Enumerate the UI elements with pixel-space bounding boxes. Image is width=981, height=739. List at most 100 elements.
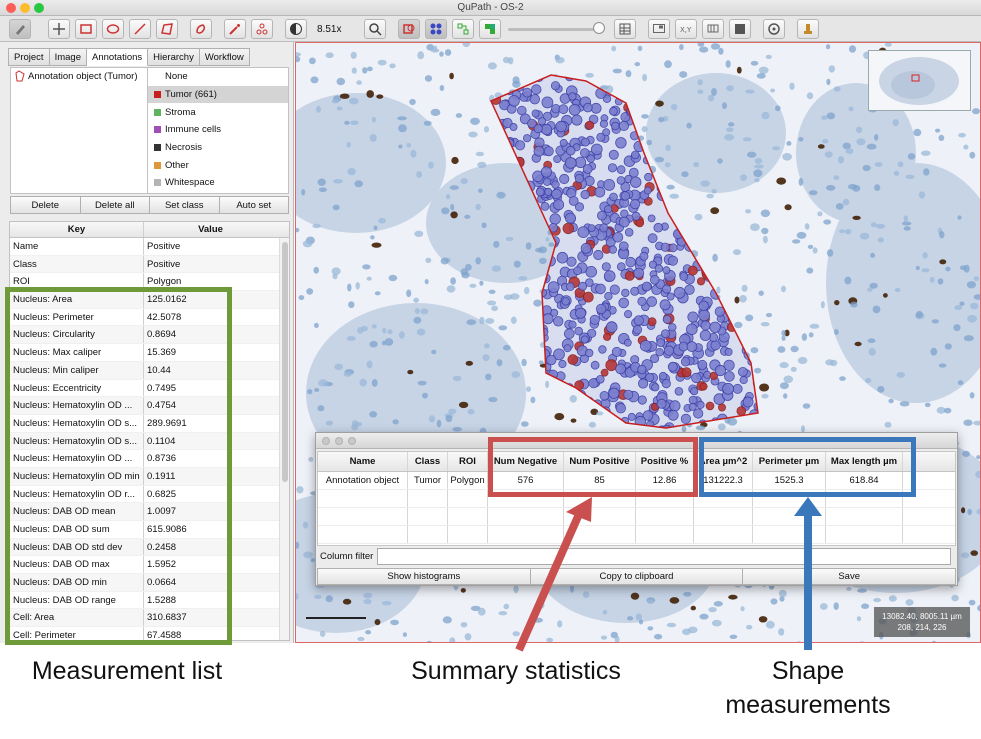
- table-row[interactable]: Cell: Perimeter 67.4588: [10, 627, 289, 640]
- set-class-button[interactable]: Set class: [150, 196, 220, 214]
- wand-icon: [229, 24, 240, 35]
- polygon-tool-button[interactable]: [156, 19, 178, 39]
- summary-column-header[interactable]: Perimeter µm: [753, 452, 826, 471]
- tab-image[interactable]: Image: [49, 48, 87, 66]
- pan-icon: [53, 23, 65, 35]
- summary-column-header[interactable]: Num Positive: [564, 452, 636, 471]
- measurement-key: Nucleus: Hematoxylin OD r...: [10, 485, 144, 503]
- zoom-window-button[interactable]: [34, 3, 44, 13]
- overview-button[interactable]: [648, 19, 670, 39]
- summary-column-header[interactable]: Name: [318, 452, 408, 471]
- overview-thumbnail[interactable]: [868, 50, 971, 111]
- table-row[interactable]: Nucleus: Circularity 0.8694: [10, 326, 289, 345]
- summary-zoom-button[interactable]: [348, 437, 356, 445]
- shape-measurements-highlight: [699, 437, 916, 497]
- polygon-annotation-icon: [15, 70, 25, 82]
- summary-column-header[interactable]: Max length µm: [826, 452, 903, 471]
- delete-all-button[interactable]: Delete all: [80, 196, 150, 214]
- measurement-key: Nucleus: Hematoxylin OD s...: [10, 432, 144, 450]
- grid-icon: [707, 24, 719, 33]
- table-row[interactable]: Cell: Area 310.6837: [10, 609, 289, 628]
- summary-column-header[interactable]: Num Negative: [488, 452, 564, 471]
- table-row[interactable]: Nucleus: Hematoxylin OD r... 0.6825: [10, 485, 289, 504]
- table-row[interactable]: Nucleus: Hematoxylin OD s... 289.9691: [10, 414, 289, 433]
- class-item-other[interactable]: Other: [148, 156, 288, 174]
- measurement-value: 15.369: [147, 347, 177, 359]
- table-row[interactable]: Nucleus: Hematoxylin OD ... 0.8736: [10, 450, 289, 468]
- minimize-window-button[interactable]: [20, 3, 30, 13]
- copy-to-clipboard-button[interactable]: Copy to clipboard: [530, 568, 744, 585]
- key-column-header[interactable]: Key: [10, 222, 144, 237]
- table-row[interactable]: Nucleus: Max caliper 15.369: [10, 344, 289, 362]
- points-tool-button[interactable]: [251, 19, 273, 39]
- wand-tool-button[interactable]: [224, 19, 246, 39]
- column-filter-input[interactable]: [377, 548, 952, 565]
- class-item-stroma[interactable]: Stroma: [148, 103, 288, 121]
- pan-button[interactable]: [48, 19, 70, 39]
- left-panel-tabs: Project Image Annotations Hierarchy Work…: [8, 48, 250, 66]
- table-row[interactable]: Nucleus: Hematoxylin OD min 0.1911: [10, 467, 289, 486]
- class-item-necrosis[interactable]: Necrosis: [148, 139, 288, 157]
- rectangle-tool-button[interactable]: [75, 19, 97, 39]
- table-row[interactable]: Name Positive: [10, 238, 289, 256]
- tab-workflow[interactable]: Workflow: [199, 48, 250, 66]
- brush-tool-button[interactable]: [190, 19, 212, 39]
- table-row[interactable]: Nucleus: DAB OD mean 1.0097: [10, 503, 289, 521]
- show-grid-button[interactable]: [702, 19, 724, 39]
- value-column-header[interactable]: Value: [198, 224, 223, 235]
- opacity-slider-track[interactable]: [508, 28, 598, 31]
- tab-hierarchy[interactable]: Hierarchy: [148, 48, 200, 66]
- table-row[interactable]: Nucleus: Area 125.0162: [10, 291, 289, 309]
- table-row[interactable]: Nucleus: Hematoxylin OD ... 0.4754: [10, 397, 289, 415]
- table-row[interactable]: Nucleus: DAB OD std dev 0.2458: [10, 538, 289, 557]
- table-row[interactable]: Nucleus: Perimeter 42.5078: [10, 308, 289, 327]
- summary-column-header[interactable]: ROI: [448, 452, 488, 471]
- table-row[interactable]: Nucleus: DAB OD min 0.0664: [10, 574, 289, 592]
- summary-cell: [636, 508, 694, 525]
- measurement-scrollbar-thumb[interactable]: [282, 242, 288, 482]
- preferences-button[interactable]: [763, 19, 785, 39]
- tab-project[interactable]: Project: [8, 48, 50, 66]
- class-item-whitespace[interactable]: Whitespace: [148, 174, 288, 192]
- summary-cell: [753, 526, 826, 543]
- summary-minimize-button[interactable]: [335, 437, 343, 445]
- brightness-contrast-button[interactable]: [285, 19, 307, 39]
- show-annotations-button[interactable]: [398, 19, 420, 39]
- tma-icon: [457, 23, 469, 35]
- save-button[interactable]: Save: [743, 568, 957, 585]
- class-item-none[interactable]: None: [148, 68, 288, 86]
- table-row: [318, 526, 955, 544]
- annotation-list-item[interactable]: Annotation object (Tumor): [11, 68, 147, 84]
- table-row[interactable]: Nucleus: Min caliper 10.44: [10, 361, 289, 380]
- table-row[interactable]: Nucleus: Eccentricity 0.7495: [10, 379, 289, 398]
- measurement-table-button[interactable]: [614, 19, 636, 39]
- move-tool-button[interactable]: [9, 19, 31, 39]
- line-tool-button[interactable]: [129, 19, 151, 39]
- auto-set-button[interactable]: Auto set: [219, 196, 289, 214]
- fill-detections-button[interactable]: [479, 19, 501, 39]
- show-coordinates-button[interactable]: X,Y: [675, 19, 697, 39]
- table-row[interactable]: Class Positive: [10, 255, 289, 274]
- table-row[interactable]: Nucleus: DAB OD max 1.5952: [10, 556, 289, 575]
- show-table-button[interactable]: [729, 19, 751, 39]
- tab-annotations[interactable]: Annotations: [86, 48, 149, 66]
- show-histograms-button[interactable]: Show histograms: [317, 568, 531, 585]
- table-row[interactable]: Nucleus: DAB OD range 1.5288: [10, 591, 289, 610]
- measurement-scrollbar[interactable]: [279, 238, 289, 640]
- opacity-slider-knob[interactable]: [593, 22, 605, 34]
- close-window-button[interactable]: [6, 3, 16, 13]
- table-row[interactable]: Nucleus: Hematoxylin OD s... 0.1104: [10, 432, 289, 451]
- summary-column-header[interactable]: Area µm^2: [694, 452, 753, 471]
- class-item-immune-cells[interactable]: Immune cells: [148, 121, 288, 139]
- zoom-to-fit-button[interactable]: [364, 19, 386, 39]
- ellipse-tool-button[interactable]: [102, 19, 124, 39]
- summary-close-button[interactable]: [322, 437, 330, 445]
- class-item-tumor[interactable]: Tumor (661): [148, 85, 288, 104]
- delete-button[interactable]: Delete: [10, 196, 81, 214]
- show-detections-button[interactable]: [425, 19, 447, 39]
- show-tma-button[interactable]: [452, 19, 474, 39]
- script-log-button[interactable]: [797, 19, 819, 39]
- measurement-value: 1.0097: [147, 506, 177, 518]
- summary-column-header[interactable]: Class: [408, 452, 448, 471]
- table-row[interactable]: Nucleus: DAB OD sum 615.9086: [10, 521, 289, 539]
